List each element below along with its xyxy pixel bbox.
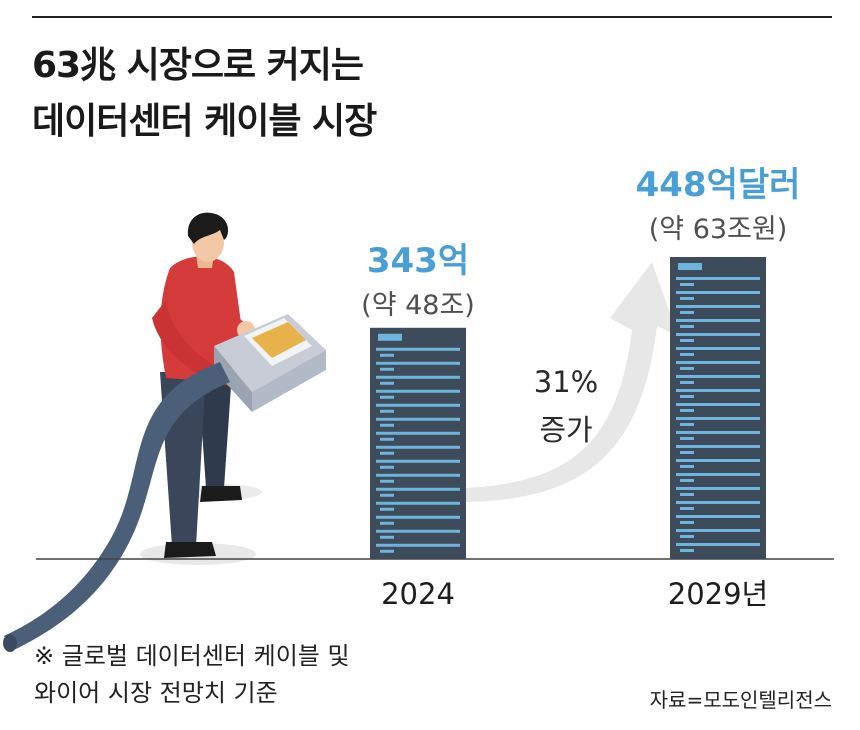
bar-slot-line [676,543,760,546]
bar-slot-line [676,291,760,294]
bar-slot-line [676,347,760,350]
bar-slot-led [380,451,394,455]
bar-slot-line [676,333,760,336]
bar-slot-led [380,367,394,371]
bar-slot-led [380,465,394,469]
bar-slot-led [380,493,394,497]
bar-slot-line [376,459,460,463]
sub-label-2029: (약 63조원) [649,214,788,245]
bar-slot-led [380,507,394,511]
bar-slot-led [380,423,394,427]
growth-arrow [466,262,678,502]
footnote-line-2: 와이어 시장 전망치 기준 [34,679,278,707]
bar-slot-led [680,521,694,524]
bar-slot-line [676,473,760,476]
bar-slot-line [676,319,760,322]
bar-slot-line [376,431,460,435]
bar-slot-line [376,473,460,477]
footnote-line-1: ※ 글로벌 데이터센터 케이블 및 [34,642,350,670]
bar-slot-led [680,311,694,314]
bar-slot-led [680,451,694,454]
bar-slot-line [676,375,760,378]
bar-slot-led [380,549,394,553]
bar-slot-led [680,367,694,370]
bar-top-vent [678,263,702,270]
bar-slot-led [680,409,694,412]
bar-slot-led [680,353,694,356]
growth-text: 증가 [539,413,592,447]
bar-slot-line [676,361,760,364]
value-label-2024: 343억 [367,241,469,281]
bar-slot-led [380,353,394,357]
bar-slot-line [376,501,460,505]
person-illustration [3,212,326,652]
bar-2024 [370,327,466,559]
bar-slot-line [676,403,760,406]
bar-slot-line [376,529,460,533]
bar-slot-line [376,403,460,407]
bar-slot-led [680,549,694,552]
bar-slot-line [376,361,460,365]
bar-slot-line [676,389,760,392]
chart-title: 63兆 시장으로 커지는 데이터센터 케이블 시장 [32,38,377,150]
bar-slot-led [380,437,394,441]
bar-slot-led [680,479,694,482]
bar-slot-line [676,515,760,518]
bar-slot-led [380,521,394,525]
bar-slot-led [380,535,394,539]
bar-slot-led [680,493,694,496]
bar-slot-led [680,381,694,384]
bar-slot-line [676,431,760,434]
bar-slot-line [376,445,460,449]
bar-slot-line [376,347,460,351]
value-label-2029: 448억달러 [636,165,801,205]
bar-slot-line [676,417,760,420]
bar-slot-line [376,375,460,379]
growth-percent: 31% [534,365,598,399]
bar-slot-line [676,529,760,532]
bar-body-2029년 [670,257,766,559]
bar-slot-led [380,479,394,483]
bar-slot-line [376,543,460,547]
bar-slot-led [680,423,694,426]
bar-slot-led [380,409,394,413]
bar-slot-led [380,381,394,385]
bar-slot-line [376,417,460,421]
sub-label-2024: (약 48조) [361,290,475,321]
bar-slot-led [680,535,694,538]
x-tick-2029: 2029년 [668,577,768,611]
title-line-2: 데이터센터 케이블 시장 [32,101,377,142]
bar-slot-line [676,487,760,490]
bar-slot-led [380,395,394,399]
bar-slot-line [376,515,460,519]
bar-slot-line [676,277,760,280]
bar-slot-led [680,283,694,286]
bar-2029 [670,257,766,559]
bar-slot-line [676,305,760,308]
bar-slot-line [676,459,760,462]
bar-body-2024 [370,327,466,559]
bar-slot-line [376,389,460,393]
bar-slot-line [376,487,460,491]
bar-slot-led [680,437,694,440]
bar-slot-led [680,297,694,300]
source-note: 자료=모도인텔리전스 [649,688,832,712]
bar-slot-led [680,507,694,510]
bar-slot-led [680,395,694,398]
bar-top-vent [378,333,402,341]
bar-slot-led [680,325,694,328]
x-tick-2024: 2024 [381,577,455,611]
bar-slot-line [676,501,760,504]
footnote: ※ 글로벌 데이터센터 케이블 및 와이어 시장 전망치 기준 [34,638,350,712]
bar-slot-line [676,445,760,448]
bar-slot-led [680,339,694,342]
bar-slot-led [680,465,694,468]
top-rule [32,16,832,18]
title-line-1: 63兆 시장으로 커지는 [32,45,364,86]
